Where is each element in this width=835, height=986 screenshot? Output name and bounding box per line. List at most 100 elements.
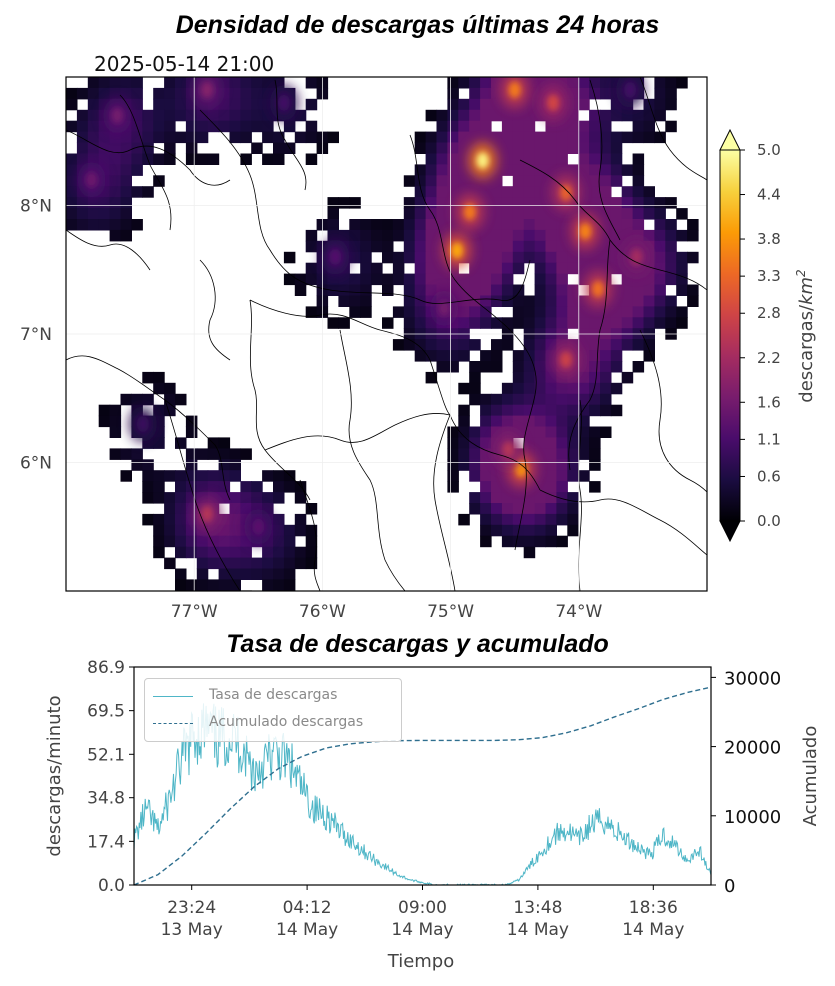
density-cell [109, 448, 122, 460]
density-cell [556, 120, 568, 133]
density-cell [185, 513, 198, 526]
density-cell [578, 186, 590, 198]
colorbar-label: descargas/km2 [794, 269, 817, 402]
density-cell [87, 153, 100, 165]
density-cell [262, 557, 274, 570]
density-cell [447, 470, 459, 482]
density-cell [131, 164, 143, 176]
hotspot-core [201, 81, 214, 98]
density-cell [523, 448, 536, 460]
density-cell [469, 186, 481, 198]
density-cell [632, 175, 645, 187]
density-cell [425, 339, 438, 351]
density-cell [556, 153, 568, 165]
density-cell [523, 98, 536, 111]
density-cell [360, 273, 372, 286]
density-cell [545, 153, 557, 165]
colorbar-tick: 2.8 [757, 304, 781, 322]
density-cell [556, 131, 568, 144]
density-cell [273, 513, 285, 526]
density-cell [643, 262, 655, 275]
density-cell [185, 415, 198, 428]
density-cell [589, 306, 601, 318]
hotspot [455, 193, 484, 230]
density-cell [338, 295, 350, 307]
density-cell [109, 142, 122, 154]
hotspot [551, 341, 580, 378]
density-cell [327, 219, 339, 231]
density-cell [512, 317, 525, 329]
density-cell [567, 142, 579, 154]
density-cell [142, 371, 154, 384]
density-cell [425, 109, 438, 122]
density-cell [632, 229, 645, 242]
density-cell [164, 535, 176, 548]
density-cell [523, 77, 536, 89]
density-cell [501, 186, 514, 198]
density-cell [589, 317, 601, 329]
density-cell [251, 481, 263, 493]
colorbar-ticks: 0.0 0.6 1.1 1.6 2.2 2.8 3.3 3.8 4.4 5.0 [740, 141, 781, 530]
density-cell [273, 546, 285, 559]
density-cell [480, 448, 492, 460]
density-cell [76, 142, 89, 154]
density-cell [66, 197, 78, 209]
density-cell [643, 273, 655, 286]
density-cell [512, 197, 525, 209]
density-cell [654, 87, 666, 100]
density-cell [523, 175, 536, 187]
density-cell [621, 131, 634, 144]
density-cell [131, 109, 143, 122]
density-cell [545, 404, 557, 417]
x-tick-time: 04:12 [283, 898, 332, 918]
density-cell [131, 142, 143, 154]
colorbar-tick: 3.8 [757, 230, 781, 248]
density-cell [414, 317, 427, 329]
density-cell [600, 77, 612, 89]
density-cell [109, 87, 122, 100]
border-line [329, 259, 531, 304]
density-cell [578, 273, 590, 286]
density-cell [76, 208, 89, 220]
density-cell [469, 77, 481, 89]
density-cell [567, 492, 579, 504]
colorbar-tick: 0.0 [757, 512, 781, 530]
hotspot [616, 77, 645, 108]
density-cell [491, 77, 503, 89]
density-cell [491, 229, 503, 242]
density-cell [534, 437, 547, 449]
density-cell [600, 186, 612, 198]
density-cell [578, 382, 590, 395]
density-cell [501, 492, 514, 504]
density-cell [600, 240, 612, 253]
density-cell [491, 415, 503, 428]
density-cell [523, 142, 536, 154]
density-cell [534, 513, 547, 526]
density-cell [262, 470, 274, 482]
density-cell [545, 77, 557, 89]
density-cell [153, 382, 165, 395]
density-cell [545, 513, 557, 526]
density-cell [545, 317, 557, 329]
density-cell [512, 131, 525, 144]
density-cell [567, 317, 579, 329]
density-cell [283, 579, 296, 591]
density-cell [109, 229, 122, 242]
density-cell [229, 448, 241, 460]
density-cell [676, 208, 688, 220]
density-cell [480, 513, 492, 526]
density-cell [654, 219, 666, 231]
density-cell [120, 131, 132, 144]
admin-borders [66, 77, 707, 591]
density-cell [654, 197, 666, 209]
hotspot-core [559, 184, 572, 201]
density-cell [600, 109, 612, 122]
density-cell [153, 426, 165, 438]
density-cell [447, 426, 459, 438]
density-cell [229, 492, 241, 504]
density-cell [338, 229, 350, 242]
density-cell [218, 470, 231, 482]
density-cell [109, 208, 122, 220]
density-cell [327, 131, 339, 144]
density-cell [512, 295, 525, 307]
